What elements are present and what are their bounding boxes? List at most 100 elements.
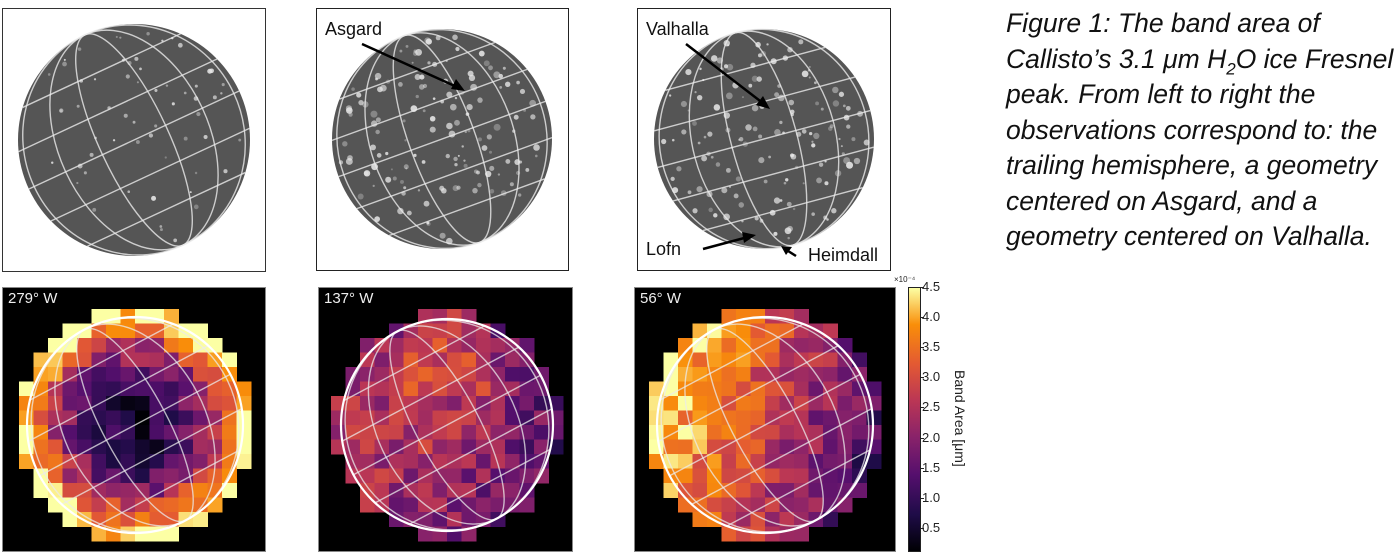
crater xyxy=(134,56,139,61)
heatmap-cell xyxy=(707,425,722,440)
heatmap-cell xyxy=(91,338,107,353)
heatmap-cell xyxy=(765,526,780,542)
crater xyxy=(171,102,175,106)
crater xyxy=(238,138,242,142)
crater xyxy=(159,225,163,228)
crater xyxy=(422,109,426,113)
crater xyxy=(493,123,501,131)
heatmap-cell xyxy=(837,497,853,513)
heatmap-cell xyxy=(418,439,433,455)
heatmap-cell xyxy=(120,425,136,440)
heatmap-cell xyxy=(164,338,179,353)
crater xyxy=(774,92,780,98)
colorbar-tick: 1.0 xyxy=(919,489,941,505)
latitude-line xyxy=(341,346,520,442)
heatmap-cell xyxy=(476,497,491,513)
crater xyxy=(676,166,682,172)
longitude-line xyxy=(22,24,246,256)
heatmap-cell xyxy=(193,323,208,339)
crater xyxy=(701,155,708,162)
heatmap-cell xyxy=(678,410,693,426)
heatmap-cell xyxy=(120,439,136,455)
crater xyxy=(427,61,431,65)
heatmap-cell xyxy=(403,396,419,411)
heatmap-cell xyxy=(707,338,722,353)
heatmap-cell xyxy=(852,352,867,368)
heatmap-cell xyxy=(649,454,664,469)
crater xyxy=(154,88,158,92)
heatmap-cell xyxy=(461,512,477,527)
crater xyxy=(758,134,763,139)
crater xyxy=(853,157,861,165)
heatmap-cell xyxy=(461,323,477,339)
crater xyxy=(223,169,228,174)
heatmap-cell xyxy=(106,454,121,469)
heatmap-cell xyxy=(736,367,751,382)
heatmap-cell xyxy=(808,410,824,426)
heatmap-cell xyxy=(837,410,853,426)
crater xyxy=(461,145,464,148)
panel-title: 279° W xyxy=(8,290,58,307)
heatmap-cell xyxy=(779,396,795,411)
heatmap-cell xyxy=(837,468,853,484)
heatmap-cell xyxy=(779,439,795,455)
heatmap-cell xyxy=(476,367,491,382)
heatmap-cell xyxy=(707,439,722,455)
heatmap-cell xyxy=(222,483,237,498)
heatmap-cell xyxy=(19,454,34,469)
heatmap-cell xyxy=(135,497,150,513)
crater xyxy=(372,184,375,187)
crater xyxy=(119,36,122,39)
heatmap-cell xyxy=(678,468,693,484)
heatmap-cell xyxy=(461,454,477,469)
crater xyxy=(220,92,223,95)
latitude-line xyxy=(18,58,218,153)
heatmap-cell xyxy=(149,352,165,368)
crater xyxy=(687,190,692,195)
heatmap-cell xyxy=(178,497,194,513)
heatmap-cell xyxy=(794,497,809,513)
crater xyxy=(405,44,409,48)
crater xyxy=(840,145,843,148)
crater xyxy=(824,181,829,186)
heatmap-cell xyxy=(135,526,150,542)
crater xyxy=(414,74,421,80)
heatmap-cell xyxy=(447,483,462,498)
crater xyxy=(751,104,759,112)
crater xyxy=(681,129,687,135)
crater xyxy=(489,165,495,171)
heatmap-cell xyxy=(120,323,136,339)
crater xyxy=(754,216,759,221)
crater xyxy=(481,145,488,151)
crater xyxy=(725,92,733,100)
heatmap-cell xyxy=(505,410,520,426)
heatmap-cell xyxy=(519,396,535,411)
heatmap-cell xyxy=(149,439,165,455)
heatmap-cell xyxy=(164,381,179,397)
heatmap-cell xyxy=(62,352,78,368)
crater xyxy=(738,138,741,141)
crater xyxy=(412,51,418,57)
heatmap-cell xyxy=(447,425,462,440)
heatmap-cell xyxy=(91,410,107,426)
crater xyxy=(707,131,713,137)
heatmap-cell xyxy=(823,352,838,368)
latitude-line xyxy=(374,408,553,504)
heatmap-cell xyxy=(331,410,346,426)
crater xyxy=(766,43,769,46)
heatmap-cell xyxy=(48,497,63,513)
caption-text: O ice Fresnel peak. From left to right t… xyxy=(1006,43,1394,252)
heatmap-cell xyxy=(765,483,780,498)
crater xyxy=(115,35,118,39)
heatmap-cell xyxy=(765,439,780,455)
arrow-asgard xyxy=(361,42,458,89)
heatmap-cell xyxy=(106,338,121,353)
moon-disk xyxy=(331,28,553,250)
crater xyxy=(773,197,781,204)
crater xyxy=(454,162,458,167)
crater xyxy=(154,124,158,128)
heatmap-cell xyxy=(149,454,165,469)
crater xyxy=(183,91,187,95)
heatmap-cell xyxy=(91,497,107,513)
heatmap-cell xyxy=(534,425,549,440)
